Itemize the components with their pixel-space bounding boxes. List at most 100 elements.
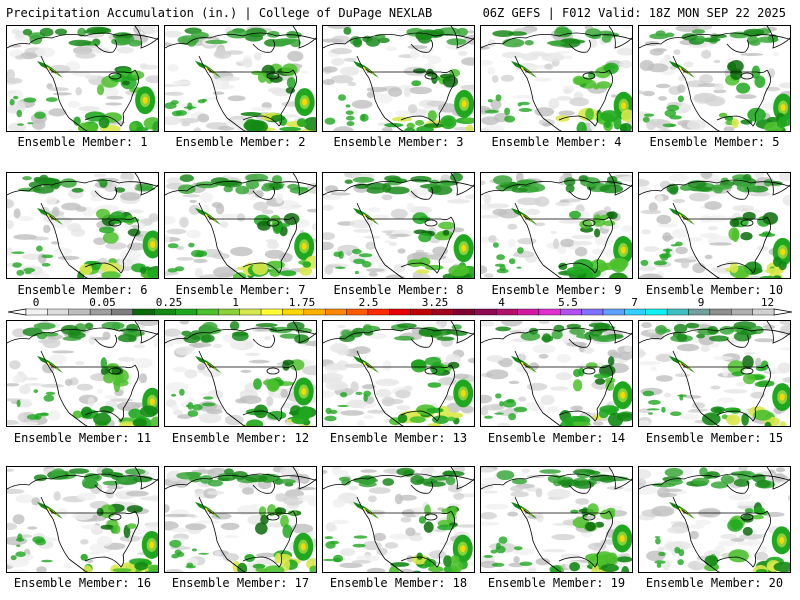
ensemble-member-label: Ensemble Member: 6 (17, 283, 148, 297)
colorbar-swatch (175, 308, 198, 316)
map-boundaries (7, 467, 158, 572)
colorbar-swatch (431, 308, 454, 316)
ensemble-member-map (164, 320, 317, 427)
ensemble-member-map (6, 466, 159, 573)
colorbar-swatch (709, 308, 732, 316)
map-boundaries (639, 321, 790, 426)
map-boundaries (165, 467, 316, 572)
colorbar-swatch (581, 308, 604, 316)
colorbar-tick-label: 4 (498, 296, 505, 309)
ensemble-member-label: Ensemble Member: 5 (649, 135, 780, 149)
colorbar-tick-label: 12 (761, 296, 774, 309)
precip-field (165, 467, 316, 572)
precip-field (481, 321, 632, 426)
valid-time: 06Z GEFS | F012 Valid: 18Z MON SEP 22 20… (482, 6, 786, 20)
colorbar-swatch (517, 308, 540, 316)
colorbar-left-arrow (7, 308, 27, 316)
colorbar-swatch (666, 308, 689, 316)
map-boundaries (481, 467, 632, 572)
ensemble-member-map (322, 320, 475, 427)
colorbar-swatch (624, 308, 646, 316)
map-title: Precipitation Accumulation (in.) | Colle… (6, 6, 433, 20)
map-boundaries (481, 321, 632, 426)
colorbar-swatch (602, 308, 625, 316)
colorbar-swatch (239, 308, 262, 316)
precip-field (323, 321, 474, 426)
map-boundaries (481, 26, 632, 131)
ensemble-member-map (322, 172, 475, 279)
precip-field (7, 173, 158, 278)
ensemble-member-label: Ensemble Member: 4 (491, 135, 622, 149)
colorbar-swatch (111, 308, 134, 316)
precip-field (639, 26, 790, 131)
map-boundaries (165, 173, 316, 278)
colorbar-swatch (346, 308, 369, 316)
precip-field (323, 467, 474, 572)
map-boundaries (639, 26, 790, 131)
precip-field (481, 467, 632, 572)
colorbar-tick-label: 7 (631, 296, 638, 309)
ensemble-member-label: Ensemble Member: 12 (171, 431, 310, 445)
colorbar-tick-label: 1 (232, 296, 239, 309)
precip-field (7, 467, 158, 572)
colorbar-swatch (47, 308, 69, 316)
colorbar-swatch (453, 308, 475, 316)
ensemble-member-label: Ensemble Member: 15 (645, 431, 784, 445)
ensemble-member-map (480, 172, 633, 279)
map-boundaries (7, 321, 158, 426)
ensemble-member-map (164, 25, 317, 132)
colorbar-tick-label: 9 (698, 296, 705, 309)
map-boundaries (639, 173, 790, 278)
colorbar-tick-label: 0.25 (156, 296, 183, 309)
ensemble-member-map (480, 466, 633, 573)
colorbar-swatch (367, 308, 390, 316)
colorbar-tick-label: 5.5 (558, 296, 578, 309)
ensemble-member-label: Ensemble Member: 7 (175, 283, 306, 297)
colorbar-swatch (538, 308, 561, 316)
colorbar-swatch (325, 308, 347, 316)
ensemble-member-map (480, 320, 633, 427)
colorbar-right-arrow (773, 308, 793, 316)
precip-field (639, 467, 790, 572)
ensemble-member-label: Ensemble Member: 14 (487, 431, 626, 445)
colorbar-swatch (154, 308, 176, 316)
ensemble-member-label: Ensemble Member: 9 (491, 283, 622, 297)
map-boundaries (165, 321, 316, 426)
map-boundaries (7, 26, 158, 131)
ensemble-member-map (6, 172, 159, 279)
ensemble-member-label: Ensemble Member: 18 (329, 576, 468, 590)
map-boundaries (323, 26, 474, 131)
ensemble-member-label: Ensemble Member: 1 (17, 135, 148, 149)
colorbar-tick-label: 0 (33, 296, 40, 309)
colorbar-tick-label: 1.75 (289, 296, 316, 309)
colorbar-swatch (645, 308, 668, 316)
map-boundaries (165, 26, 316, 131)
colorbar-tick-label: 3.25 (422, 296, 449, 309)
colorbar-swatch (389, 308, 411, 316)
ensemble-member-label: Ensemble Member: 11 (13, 431, 152, 445)
ensemble-member-map (638, 172, 791, 279)
colorbar-swatch (260, 308, 283, 316)
precip-field (481, 26, 632, 131)
colorbar-tick-label: 2.5 (359, 296, 379, 309)
precip-field (7, 26, 158, 131)
ensemble-member-label: Ensemble Member: 13 (329, 431, 468, 445)
ensemble-member-label: Ensemble Member: 10 (645, 283, 784, 297)
precip-field (323, 26, 474, 131)
ensemble-member-label: Ensemble Member: 19 (487, 576, 626, 590)
map-boundaries (323, 467, 474, 572)
precip-colorbar: 0 0.05 0.25 1 1.75 2.5 3.25 4 5.5 7 9 12 (7, 296, 793, 316)
colorbar-swatch (731, 308, 753, 316)
ensemble-member-map (638, 25, 791, 132)
map-boundaries (7, 173, 158, 278)
ensemble-member-map (322, 466, 475, 573)
colorbar-swatch (282, 308, 305, 316)
ensemble-member-label: Ensemble Member: 16 (13, 576, 152, 590)
colorbar-swatch (410, 308, 433, 316)
ensemble-member-map (6, 25, 159, 132)
ensemble-member-label: Ensemble Member: 8 (333, 283, 464, 297)
colorbar-swatch (68, 308, 91, 316)
colorbar-swatch (196, 308, 219, 316)
map-boundaries (481, 173, 632, 278)
colorbar-swatch (495, 308, 518, 316)
